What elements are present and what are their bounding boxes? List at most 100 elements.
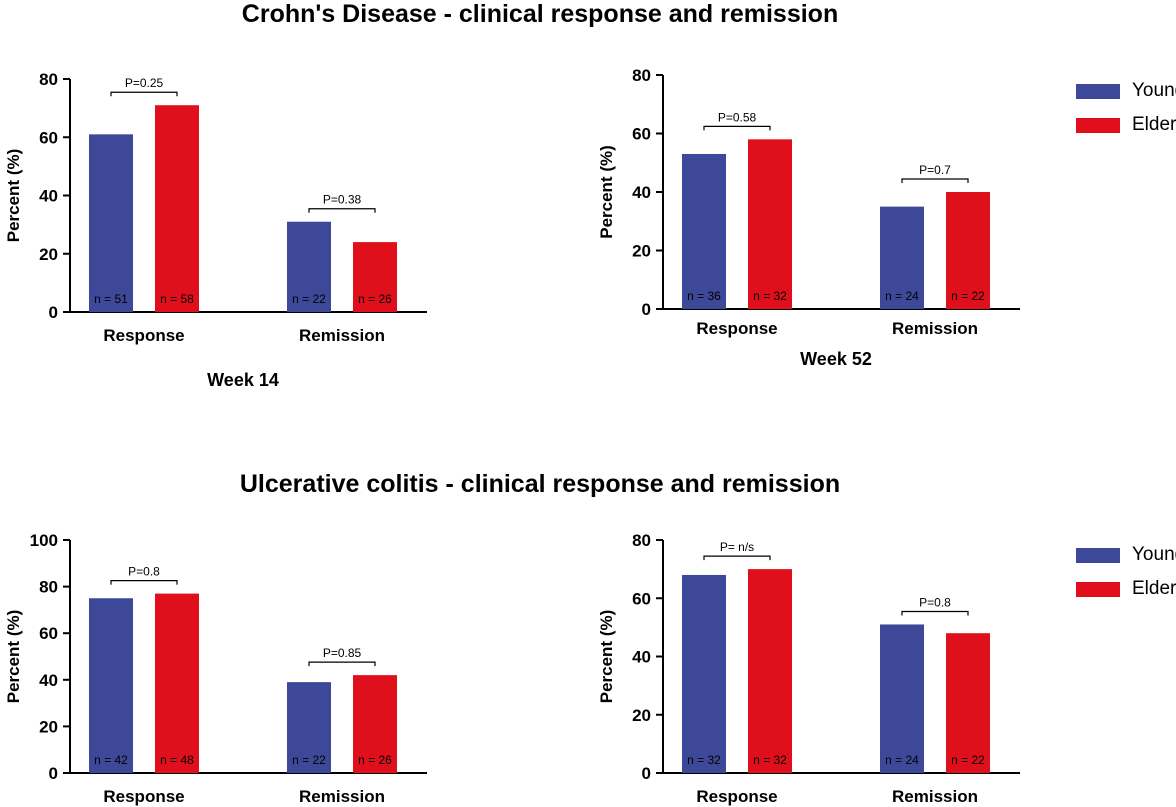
bar-young-remission: [880, 624, 924, 773]
bar-young-response: [682, 153, 726, 309]
y-tick-label: 80: [39, 578, 58, 597]
p-value-bracket: [901, 178, 969, 183]
n-label: n = 22: [292, 753, 326, 767]
bar-young-remission: [287, 221, 331, 312]
y-tick-label: 80: [39, 70, 58, 89]
y-axis-label: Percent (%): [597, 145, 616, 239]
y-tick-label: 20: [632, 706, 651, 725]
chart-uc-left: 0 20 40 60 80 100 Percent (%) n = 42 n = 48 P=0.8…: [4, 531, 427, 806]
n-label: n = 51: [94, 292, 128, 306]
legend-swatch-elderly: [1076, 581, 1120, 597]
legend-swatch-young: [1076, 83, 1120, 99]
p-value-label: P=0.38: [323, 193, 362, 207]
n-label: n = 32: [753, 289, 787, 303]
uc-section-title: Ulcerative colitis - clinical response a…: [239, 470, 841, 498]
x-category-label: Response: [103, 326, 184, 345]
bar-young-response: [89, 598, 133, 773]
y-tick-label: 100: [30, 531, 58, 550]
chart-crohns-week52: 0 20 40 60 80 Percent (%) n = 36 n = 32 P=0.58 Re…: [597, 66, 1020, 369]
legend-item-elderly: Elderly: [1076, 112, 1176, 138]
legend-swatch-young: [1076, 547, 1120, 563]
p-value-label: P=0.85: [323, 646, 362, 660]
x-category-label: Remission: [892, 787, 978, 806]
chart-uc-right: 0 20 40 60 80 Percent (%) n = 32 n = 32 P= n/s Re…: [597, 531, 1020, 806]
y-axis-label: Percent (%): [597, 610, 616, 704]
y-tick-label: 60: [632, 125, 651, 144]
y-tick-label: 60: [39, 128, 58, 147]
n-label: n = 22: [292, 292, 326, 306]
p-value-bracket: [901, 610, 969, 616]
bar-elderly-response: [748, 139, 792, 309]
x-axis-title: Week 14: [207, 370, 279, 390]
y-tick-label: 0: [49, 303, 58, 322]
y-axis-label: Percent (%): [4, 610, 23, 704]
bar-elderly-remission: [353, 675, 397, 773]
n-label: n = 26: [358, 292, 392, 306]
legend-label-young: Young: [1132, 80, 1176, 101]
p-value-label: P=0.7: [919, 163, 951, 177]
chart-crohns-week14: 0 20 40 60 80 Percent (%) n = 51 n = 58 P=0.25 Re…: [4, 70, 427, 390]
n-label: n = 32: [687, 753, 721, 767]
bar-elderly-remission: [353, 242, 397, 312]
legend-swatch-elderly: [1076, 117, 1120, 133]
p-value-bracket: [110, 579, 178, 585]
p-value-bracket: [308, 661, 376, 667]
y-tick-label: 40: [632, 183, 651, 202]
y-tick-label: 0: [642, 300, 651, 319]
n-label: n = 22: [951, 289, 985, 303]
y-tick-label: 40: [632, 648, 651, 667]
p-value-label: P=0.58: [718, 110, 757, 124]
crohns-section-title: Crohn's Disease - clinical response and …: [241, 0, 839, 28]
legend-label-elderly: Elderly: [1132, 578, 1176, 599]
n-label: n = 36: [687, 289, 721, 303]
bar-elderly-response: [748, 569, 792, 773]
n-label: n = 24: [885, 289, 919, 303]
n-label: n = 42: [94, 753, 128, 767]
y-tick-label: 0: [642, 764, 651, 783]
bar-elderly-remission: [946, 633, 990, 773]
bar-young-remission: [287, 682, 331, 773]
bar-young-response: [682, 574, 726, 773]
legend-label-elderly: Elderly: [1132, 114, 1176, 135]
legend-item-elderly: Elderly: [1076, 576, 1176, 602]
n-label: n = 26: [358, 753, 392, 767]
p-value-label: P=0.8: [128, 565, 160, 579]
x-category-label: Response: [103, 787, 184, 806]
n-label: n = 58: [160, 292, 194, 306]
y-axis-label: Percent (%): [4, 149, 23, 243]
legend-item-young: Young: [1076, 542, 1176, 568]
y-tick-label: 60: [632, 589, 651, 608]
y-tick-label: 60: [39, 624, 58, 643]
legend-top: Young Elderly: [1076, 78, 1176, 146]
p-value-label: P= n/s: [720, 540, 754, 554]
n-label: n = 24: [885, 753, 919, 767]
n-label: n = 32: [753, 753, 787, 767]
x-category-label: Remission: [299, 326, 385, 345]
x-category-label: Response: [696, 319, 777, 338]
bar-young-remission: [880, 206, 924, 309]
bar-elderly-remission: [946, 192, 990, 309]
y-tick-label: 80: [632, 66, 651, 85]
legend-bottom: Young Elderly: [1076, 542, 1176, 610]
y-tick-label: 80: [632, 531, 651, 550]
bar-elderly-response: [155, 593, 199, 773]
y-tick-label: 40: [39, 671, 58, 690]
n-label: n = 22: [951, 753, 985, 767]
p-value-bracket: [308, 208, 376, 213]
y-tick-label: 20: [39, 717, 58, 736]
p-value-bracket: [110, 91, 178, 97]
y-tick-label: 0: [49, 764, 58, 783]
y-tick-label: 40: [39, 187, 58, 206]
bar-young-response: [89, 134, 133, 312]
x-axis-title: Week 52: [800, 349, 872, 369]
y-tick-label: 20: [632, 242, 651, 261]
x-category-label: Remission: [892, 319, 978, 338]
x-category-label: Response: [696, 787, 777, 806]
bar-elderly-response: [155, 105, 199, 313]
p-value-bracket: [703, 125, 771, 131]
legend-label-young: Young: [1132, 544, 1176, 565]
p-value-label: P=0.25: [125, 76, 164, 90]
legend-item-young: Young: [1076, 78, 1176, 104]
p-value-label: P=0.8: [919, 595, 951, 609]
p-value-bracket: [703, 555, 771, 561]
